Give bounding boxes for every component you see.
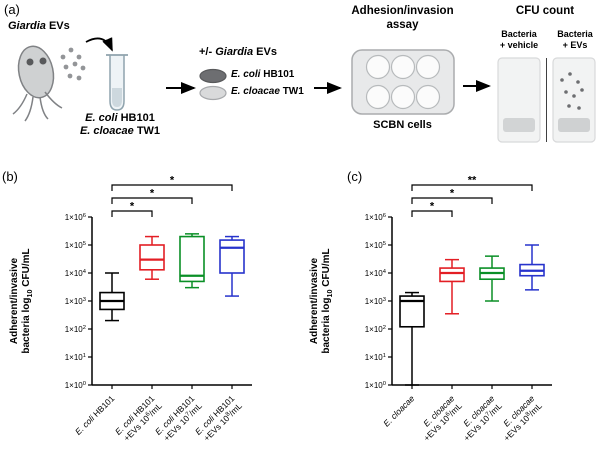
giardia-evs-italic: Giardia	[8, 20, 46, 32]
treatment-pre: +/-	[199, 46, 216, 58]
y-tick-label: 1×100	[65, 381, 86, 390]
box-group-1: E. coli HB101+EVs 106/mL	[113, 235, 165, 444]
legend-ecloacae-species: E. cloacae	[231, 86, 280, 97]
significance-stars: *	[170, 175, 175, 187]
inoculum-1-strain: HB101	[117, 112, 155, 124]
x-tick-label: E. cloacae+EVs 108/mL	[494, 393, 544, 443]
cfu-evs-line-2: + EVs	[562, 39, 588, 50]
cfu-vehicle-line-1: Bacteria	[501, 29, 537, 39]
significance-stars: *	[430, 201, 435, 213]
legend-ecloacae-label: E. cloacae TW1	[231, 86, 304, 98]
giardia-evs-label: Giardia EVs	[8, 20, 70, 33]
assay-title-line-2: assay	[386, 18, 419, 31]
box-rect	[219, 239, 245, 274]
y-tick-label: 1×103	[365, 297, 386, 306]
y-tick-label: 1×104	[365, 269, 387, 278]
significance-bracket	[411, 197, 493, 204]
legend-ecoli-label: E. coli HB101	[231, 69, 294, 81]
treatment-label: +/- Giardia EVs	[199, 46, 277, 59]
significance-bracket	[111, 197, 193, 204]
cfu-title: CFU count	[515, 5, 575, 17]
significance-bracket	[411, 184, 533, 191]
x-tick-label: E. coli HB101+EVs 106/mL	[113, 393, 164, 444]
inoculum-2-strain: TW1	[133, 125, 161, 138]
significance-bracket	[411, 210, 453, 217]
y-tick-label: 1×105	[365, 241, 386, 250]
x-tick-label: E. cloacae+EVs 106/mL	[414, 393, 464, 443]
y-axis-title-line-2: bacteria log10 CFU/mL	[21, 248, 34, 353]
cfu-vehicle-label: Bacteria + vehicle	[494, 29, 544, 51]
x-tick-label: E. cloacae	[381, 393, 416, 428]
cfu-vehicle-image	[497, 57, 541, 143]
y-tick-label: 1×103	[65, 297, 86, 306]
y-tick-label: 1×106	[365, 213, 386, 222]
significance-bracket	[111, 184, 233, 191]
cfu-evs-line-1: Bacteria	[557, 29, 593, 39]
ecoli-oval-icon	[199, 68, 227, 84]
y-tick-label: 1×101	[65, 353, 86, 362]
legend-ecoli-strain: HB101	[260, 69, 295, 80]
boxplot-panel-b: 1×100 1×101 1×102 1×103 1×104 1×105 1×106 Adher…	[9, 175, 252, 444]
y-tick-label: 1×102	[365, 325, 386, 334]
y-tick-label: 1×100	[365, 381, 386, 390]
y-axis-title-line-1: Adherent/invasive	[309, 257, 320, 344]
panel-c-label: (c)	[347, 169, 363, 184]
ecloacae-oval-icon	[199, 85, 227, 101]
schematic-canvas	[12, 37, 596, 143]
y-tick-label: 1×105	[65, 241, 86, 250]
y-tick-label: 1×101	[365, 353, 386, 362]
inoculum-2-species: E. cloacae	[79, 125, 134, 138]
y-tick-label: 1×106	[65, 213, 86, 222]
well-plate-icon	[351, 49, 455, 115]
box-rect	[139, 244, 165, 271]
y-axis-title-line-2: bacteria log10 CFU/mL	[321, 248, 334, 353]
significance-stars: *	[450, 188, 455, 200]
giardia-parasite-icon	[12, 45, 63, 122]
ev-particles-icon	[60, 47, 86, 81]
y-tick-label: 1×104	[65, 269, 87, 278]
curved-arrow-icon	[85, 37, 113, 52]
treatment-rest: EVs	[253, 46, 277, 58]
box-rect	[439, 267, 465, 283]
inoculum-line-1: E. coli HB101	[68, 112, 172, 125]
boxplot-panel-c: 1×100 1×101 1×102 1×103 1×104 1×105 1×106 Adher…	[309, 175, 552, 443]
x-tick-label: E. coli HB101	[73, 393, 117, 437]
treatment-italic: Giardia	[215, 46, 254, 58]
box-group-2: E. cloacae+EVs 107/mL	[454, 255, 505, 443]
assay-title: Adhesion/invasion assay	[345, 5, 460, 33]
inoculum-label: E. coli HB101 E. cloacae TW1	[68, 112, 172, 138]
box-group-0: E. cloacae	[381, 291, 425, 428]
cfu-evs-image	[552, 57, 596, 143]
scbn-label: SCBN cells	[373, 119, 432, 131]
y-tick-label: 1×102	[65, 325, 86, 334]
panel-a: (a) Giardia EVs E. coli HB101 E. cloacae…	[0, 0, 603, 163]
x-tick-label: E. coli HB101+EVs 108/mL	[193, 393, 244, 444]
assay-title-line-1: Adhesion/invasion	[351, 5, 454, 17]
cfu-vehicle-line-2: + vehicle	[499, 39, 539, 50]
inoculum-line-2: E. cloacae TW1	[68, 125, 172, 138]
x-tick-label: E. cloacae+EVs 107/mL	[454, 393, 504, 443]
panel-a-label: (a)	[4, 2, 20, 17]
y-axis-title-line-1: Adherent/invasive	[9, 257, 20, 344]
significance-stars: *	[150, 188, 155, 200]
cfu-evs-label: Bacteria + EVs	[550, 29, 600, 51]
legend-ecloacae-strain: TW1	[279, 86, 304, 97]
inoculum-1-species: E. coli	[85, 112, 118, 124]
significance-stars: *	[130, 201, 135, 213]
panel-b-label: (b)	[2, 169, 18, 184]
significance-stars: **	[468, 175, 477, 187]
significance-bracket	[111, 210, 153, 217]
test-tube-icon	[106, 54, 128, 111]
giardia-evs-rest: EVs	[45, 20, 70, 32]
box-group-1: E. cloacae+EVs 106/mL	[414, 258, 465, 443]
box-rect	[179, 235, 205, 283]
legend-ecoli-species: E. coli	[231, 69, 261, 80]
x-tick-label: E. coli HB101+EVs 107/mL	[153, 393, 204, 444]
